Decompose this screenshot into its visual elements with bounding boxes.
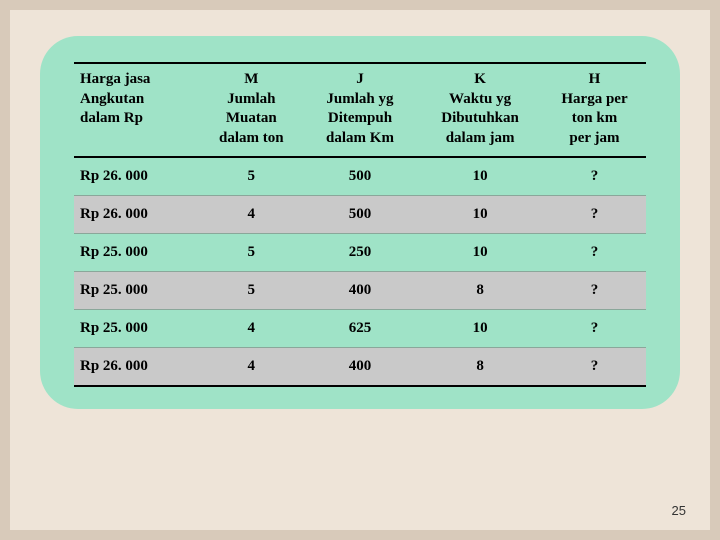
table-row: Rp 26. 000550010? xyxy=(74,157,646,196)
table-cell: ? xyxy=(543,196,646,234)
table-row: Rp 25. 000462510? xyxy=(74,310,646,348)
table-cell: 4 xyxy=(200,310,303,348)
column-header: KWaktu ygDibutuhkandalam jam xyxy=(417,63,543,157)
table-cell: ? xyxy=(543,272,646,310)
table-cell: 5 xyxy=(200,272,303,310)
column-header: JJumlah ygDitempuhdalam Km xyxy=(303,63,417,157)
table-cell: ? xyxy=(543,234,646,272)
table-row: Rp 26. 000450010? xyxy=(74,196,646,234)
table-cell: 10 xyxy=(417,157,543,196)
table-cell: 10 xyxy=(417,196,543,234)
table-cell: Rp 25. 000 xyxy=(74,234,200,272)
table-cell: ? xyxy=(543,348,646,387)
table-cell: 400 xyxy=(303,348,417,387)
table-cell: 10 xyxy=(417,310,543,348)
table-cell: 500 xyxy=(303,196,417,234)
table-cell: 500 xyxy=(303,157,417,196)
table-cell: 4 xyxy=(200,196,303,234)
table-cell: 4 xyxy=(200,348,303,387)
table-row: Rp 25. 00054008? xyxy=(74,272,646,310)
table-cell: 5 xyxy=(200,234,303,272)
table-cell: Rp 25. 000 xyxy=(74,310,200,348)
page-number: 25 xyxy=(672,503,686,518)
column-header: MJumlahMuatandalam ton xyxy=(200,63,303,157)
table-cell: 8 xyxy=(417,348,543,387)
table-cell: ? xyxy=(543,157,646,196)
column-header: HHarga perton kmper jam xyxy=(543,63,646,157)
table-row: Rp 26. 00044008? xyxy=(74,348,646,387)
table-cell: 5 xyxy=(200,157,303,196)
table-cell: 10 xyxy=(417,234,543,272)
freight-table: Harga jasaAngkutandalam RpMJumlahMuatand… xyxy=(74,62,646,387)
table-cell: 8 xyxy=(417,272,543,310)
table-card: Harga jasaAngkutandalam RpMJumlahMuatand… xyxy=(40,36,680,409)
table-cell: 400 xyxy=(303,272,417,310)
table-cell: ? xyxy=(543,310,646,348)
slide-container: Harga jasaAngkutandalam RpMJumlahMuatand… xyxy=(10,10,710,530)
table-head: Harga jasaAngkutandalam RpMJumlahMuatand… xyxy=(74,63,646,157)
table-cell: 625 xyxy=(303,310,417,348)
table-cell: Rp 25. 000 xyxy=(74,272,200,310)
table-cell: Rp 26. 000 xyxy=(74,348,200,387)
column-header: Harga jasaAngkutandalam Rp xyxy=(74,63,200,157)
table-cell: 250 xyxy=(303,234,417,272)
table-cell: Rp 26. 000 xyxy=(74,157,200,196)
table-cell: Rp 26. 000 xyxy=(74,196,200,234)
table-body: Rp 26. 000550010?Rp 26. 000450010?Rp 25.… xyxy=(74,157,646,386)
table-row: Rp 25. 000525010? xyxy=(74,234,646,272)
